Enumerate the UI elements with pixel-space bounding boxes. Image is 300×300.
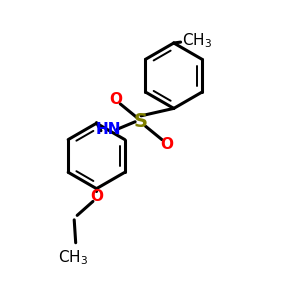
Text: CH$_3$: CH$_3$ bbox=[58, 248, 88, 267]
Text: O: O bbox=[160, 136, 173, 152]
Text: S: S bbox=[134, 112, 148, 131]
Text: CH$_3$: CH$_3$ bbox=[182, 31, 212, 50]
Text: HN: HN bbox=[96, 122, 121, 137]
Text: O: O bbox=[109, 92, 122, 107]
Text: O: O bbox=[90, 189, 103, 204]
